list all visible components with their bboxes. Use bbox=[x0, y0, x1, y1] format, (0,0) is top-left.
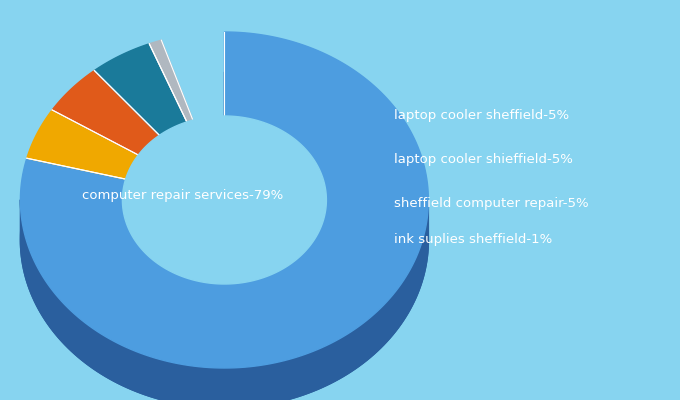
Polygon shape bbox=[20, 32, 428, 368]
Text: computer repair services-79%: computer repair services-79% bbox=[82, 190, 283, 202]
Polygon shape bbox=[122, 198, 326, 324]
Text: sheffield computer repair-5%: sheffield computer repair-5% bbox=[394, 198, 589, 210]
Text: ink suplies sheffield-1%: ink suplies sheffield-1% bbox=[394, 234, 553, 246]
Text: laptop cooler shieffield-5%: laptop cooler shieffield-5% bbox=[394, 154, 573, 166]
Polygon shape bbox=[20, 72, 428, 400]
Polygon shape bbox=[27, 110, 138, 179]
Polygon shape bbox=[52, 70, 159, 155]
Polygon shape bbox=[122, 116, 326, 284]
Polygon shape bbox=[95, 44, 187, 135]
Polygon shape bbox=[150, 40, 193, 122]
Polygon shape bbox=[20, 200, 428, 400]
Text: laptop cooler sheffield-5%: laptop cooler sheffield-5% bbox=[394, 110, 570, 122]
